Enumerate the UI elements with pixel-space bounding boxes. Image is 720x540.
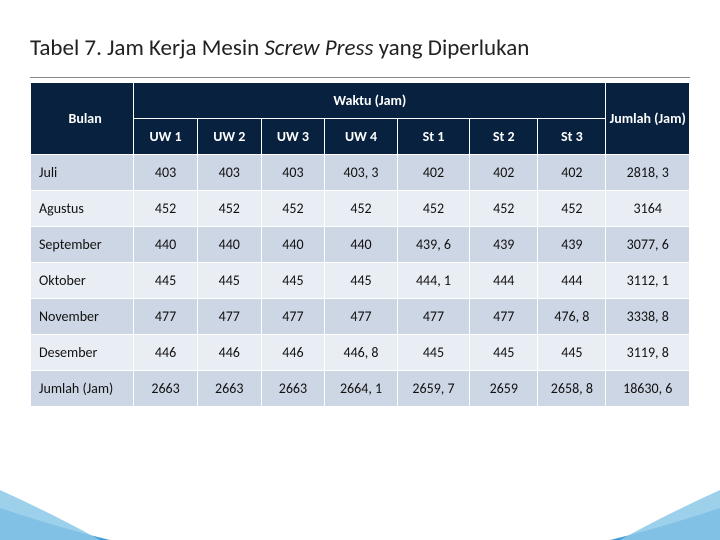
cell: 439, 6 [397,227,469,263]
group-header: Waktu (Jam) [134,83,606,119]
table-body: Juli403403403403, 34024024022818, 3Agust… [31,155,690,407]
total-header: Jumlah (Jam) [606,83,690,155]
title-italic: Screw Press [264,34,373,62]
table-head: Bulan Waktu (Jam) Jumlah (Jam) UW 1UW 2U… [31,83,690,155]
cell: 403 [134,155,198,191]
cell: 452 [261,191,325,227]
footer-cell: 2663 [261,371,325,407]
cell: 403 [197,155,261,191]
footer-cell: 2663 [197,371,261,407]
cell: 445 [197,263,261,299]
row-label: Agustus [31,191,134,227]
corner-decoration-left [0,470,110,540]
title-underline: Tabel 7. Jam Kerja Mesin Screw Press yan… [30,34,690,78]
cell: 402 [538,155,606,191]
column-header: UW 1 [134,119,198,155]
cell: 445 [134,263,198,299]
corner-header: Bulan [31,83,134,155]
row-label: Oktober [31,263,134,299]
footer-cell: 2663 [134,371,198,407]
row-total: 3119, 8 [606,335,690,371]
table-row: Agustus4524524524524524524523164 [31,191,690,227]
cell: 446, 8 [325,335,397,371]
cell: 440 [197,227,261,263]
cell: 445 [470,335,538,371]
table-row: Desember446446446446, 84454454453119, 8 [31,335,690,371]
column-header: St 3 [538,119,606,155]
table-row: September440440440440439, 64394393077, 6 [31,227,690,263]
cell: 439 [470,227,538,263]
row-total: 3164 [606,191,690,227]
cell: 445 [325,263,397,299]
column-header: UW 4 [325,119,397,155]
footer-cell: 2658, 8 [538,371,606,407]
cell: 444, 1 [397,263,469,299]
row-total: 3112, 1 [606,263,690,299]
cell: 452 [470,191,538,227]
row-label: November [31,299,134,335]
cell: 452 [134,191,198,227]
row-label: Desember [31,335,134,371]
cell: 477 [261,299,325,335]
cell: 446 [197,335,261,371]
cell: 477 [134,299,198,335]
cell: 402 [470,155,538,191]
table-row: Oktober445445445445444, 14444443112, 1 [31,263,690,299]
cell: 444 [470,263,538,299]
title-suffix: yang Diperlukan [373,34,529,62]
footer-cell: 2659, 7 [397,371,469,407]
data-table: Bulan Waktu (Jam) Jumlah (Jam) UW 1UW 2U… [30,82,690,407]
cell: 440 [261,227,325,263]
cell: 446 [261,335,325,371]
cell: 452 [397,191,469,227]
footer-label: Jumlah (Jam) [31,371,134,407]
footer-cell: 2659 [470,371,538,407]
footer-cell: 2664, 1 [325,371,397,407]
cell: 452 [197,191,261,227]
row-label: Juli [31,155,134,191]
cell: 446 [134,335,198,371]
cell: 439 [538,227,606,263]
row-total: 3338, 8 [606,299,690,335]
row-label: September [31,227,134,263]
cell: 445 [397,335,469,371]
cell: 403, 3 [325,155,397,191]
table-row: November477477477477477477476, 83338, 8 [31,299,690,335]
slide-title: Tabel 7. Jam Kerja Mesin Screw Press yan… [30,34,690,62]
column-header: UW 2 [197,119,261,155]
cell: 402 [397,155,469,191]
table-footer-row: Jumlah (Jam)2663266326632664, 12659, 726… [31,371,690,407]
cell: 477 [470,299,538,335]
column-header: St 1 [397,119,469,155]
column-header: UW 3 [261,119,325,155]
row-total: 3077, 6 [606,227,690,263]
column-header: St 2 [470,119,538,155]
row-total: 2818, 3 [606,155,690,191]
cell: 440 [325,227,397,263]
cell: 476, 8 [538,299,606,335]
cell: 445 [261,263,325,299]
table-row: Juli403403403403, 34024024022818, 3 [31,155,690,191]
cell: 452 [538,191,606,227]
corner-decoration-right [610,470,720,540]
cell: 440 [134,227,198,263]
cell: 477 [197,299,261,335]
cell: 444 [538,263,606,299]
cell: 452 [325,191,397,227]
cell: 445 [538,335,606,371]
cell: 403 [261,155,325,191]
cell: 477 [325,299,397,335]
footer-total: 18630, 6 [606,371,690,407]
slide: Tabel 7. Jam Kerja Mesin Screw Press yan… [0,0,720,540]
cell: 477 [397,299,469,335]
title-prefix: Tabel 7. Jam Kerja Mesin [30,34,264,62]
